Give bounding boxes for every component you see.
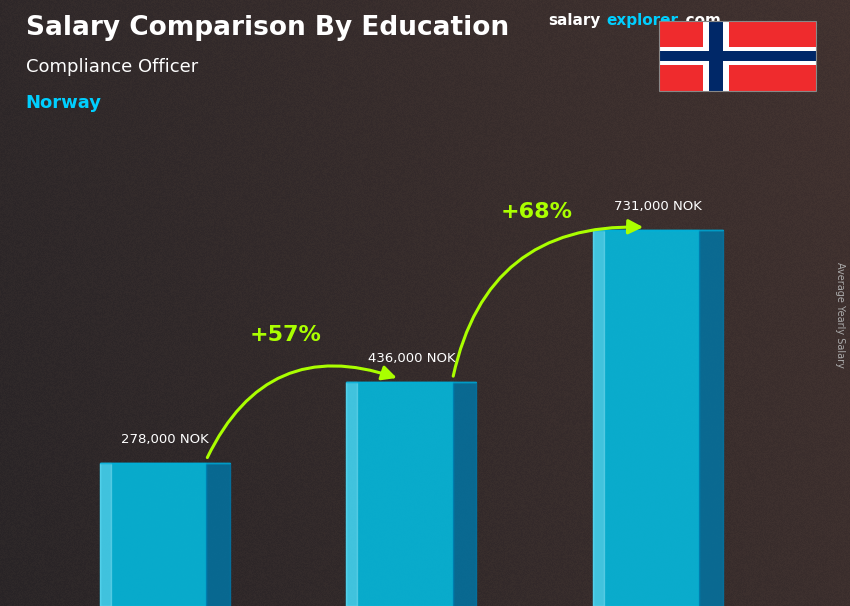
Polygon shape — [100, 463, 206, 606]
Text: +68%: +68% — [501, 202, 573, 222]
Text: salary: salary — [548, 13, 601, 28]
Bar — [659, 51, 816, 61]
Polygon shape — [347, 382, 452, 606]
Text: Norway: Norway — [26, 94, 101, 112]
Polygon shape — [592, 230, 603, 606]
Text: 731,000 NOK: 731,000 NOK — [614, 201, 702, 213]
Text: 436,000 NOK: 436,000 NOK — [367, 352, 456, 365]
Bar — [709, 21, 723, 91]
Text: +57%: +57% — [250, 325, 322, 345]
Bar — [704, 21, 728, 91]
Text: Compliance Officer: Compliance Officer — [26, 58, 198, 76]
Text: 278,000 NOK: 278,000 NOK — [121, 433, 209, 446]
Text: Salary Comparison By Education: Salary Comparison By Education — [26, 15, 508, 41]
Polygon shape — [206, 463, 230, 606]
Text: explorer: explorer — [606, 13, 678, 28]
Bar — [659, 21, 816, 91]
Bar — [659, 47, 816, 65]
Polygon shape — [452, 382, 476, 606]
Bar — [659, 21, 816, 91]
Text: Average Yearly Salary: Average Yearly Salary — [835, 262, 845, 368]
Polygon shape — [699, 230, 722, 606]
Polygon shape — [347, 382, 357, 606]
Text: .com: .com — [680, 13, 721, 28]
Polygon shape — [100, 463, 110, 606]
Polygon shape — [592, 230, 699, 606]
